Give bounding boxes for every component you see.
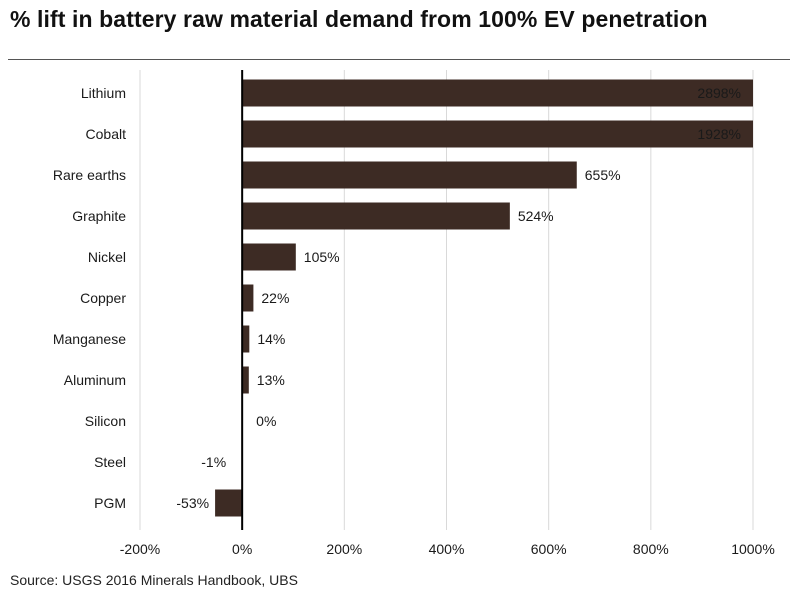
bar <box>242 325 250 353</box>
category-label: Manganese <box>53 331 126 347</box>
data-label: -1% <box>201 454 226 470</box>
chart-title: % lift in battery raw material demand fr… <box>10 6 708 32</box>
category-label: Silicon <box>85 413 126 429</box>
category-label: Aluminum <box>64 372 126 388</box>
bar <box>215 489 243 517</box>
category-label: Steel <box>94 454 126 470</box>
source-note: Source: USGS 2016 Minerals Handbook, UBS <box>10 572 298 588</box>
bar <box>242 284 254 312</box>
category-labels: Lithium Cobalt Rare earths Graphite Nickel Co… <box>53 85 127 511</box>
bar <box>242 243 296 271</box>
x-tick-label: 1000% <box>731 541 775 557</box>
x-tick-label: -200% <box>120 541 160 557</box>
bars <box>215 79 753 517</box>
data-label: 524% <box>518 208 554 224</box>
data-label: -53% <box>176 495 209 511</box>
data-label: 105% <box>304 249 340 265</box>
category-label: PGM <box>94 495 126 511</box>
data-label: 1928% <box>697 126 741 142</box>
category-label: Nickel <box>88 249 126 265</box>
category-label: Copper <box>80 290 126 306</box>
x-tick-label: 400% <box>429 541 465 557</box>
data-label: 655% <box>585 167 621 183</box>
x-tick-label: 200% <box>326 541 362 557</box>
category-label: Cobalt <box>86 126 127 142</box>
bar <box>242 79 753 107</box>
bar <box>242 161 577 189</box>
data-label: 13% <box>257 372 285 388</box>
data-label: 2898% <box>697 85 741 101</box>
data-label: 22% <box>261 290 289 306</box>
data-label: 0% <box>256 413 276 429</box>
data-labels: 2898% 1928% 655% 524% 105% 22% 14% 13% 0% -1% -53% <box>176 85 741 511</box>
category-label: Graphite <box>72 208 126 224</box>
x-tick-label: 800% <box>633 541 669 557</box>
x-tick-label: 0% <box>232 541 252 557</box>
bar <box>242 202 510 230</box>
x-tick-label: 600% <box>531 541 567 557</box>
x-axis-tick-labels: -200% 0% 200% 400% 600% 800% 1000% <box>120 541 775 557</box>
title-divider <box>8 59 790 60</box>
data-label: 14% <box>257 331 285 347</box>
category-label: Lithium <box>81 85 126 101</box>
category-label: Rare earths <box>53 167 126 183</box>
bar <box>242 120 753 148</box>
bar <box>242 366 249 394</box>
